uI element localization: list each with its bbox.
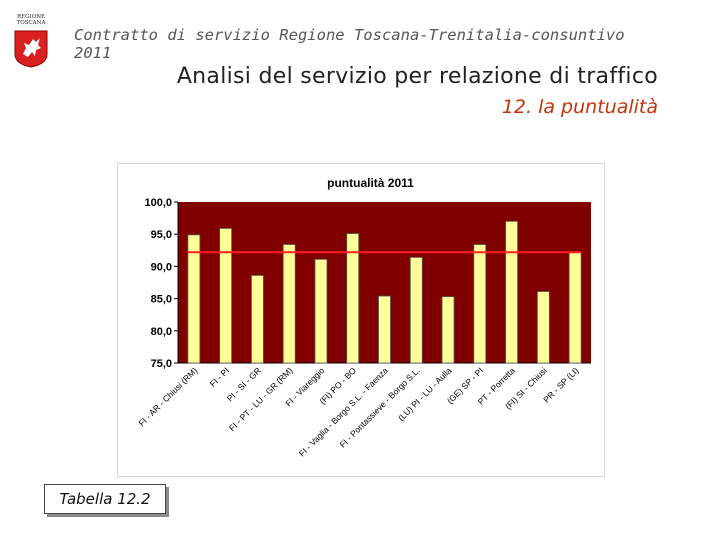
page-title: Analisi del servizio per relazione di tr… — [176, 64, 658, 89]
bar — [346, 233, 360, 364]
puntualita-chart: puntualità 2011 75,0 80,0 85,0 90,0 95,0 100,0… — [117, 163, 605, 477]
page-subtitle: 12. la puntualità — [501, 96, 658, 118]
logo-line-2: TOSCANA — [16, 20, 46, 26]
y-tick-label: 75,0 — [151, 358, 172, 370]
y-tick-label: 85,0 — [151, 294, 172, 306]
bar — [568, 251, 582, 364]
chart-title: puntualità 2011 — [327, 176, 414, 190]
pegasus-emblem-icon — [14, 30, 48, 68]
bar — [251, 275, 264, 364]
table-label: Tabella 12.2 — [44, 484, 166, 514]
logo-line-1: REGIONE — [16, 14, 46, 20]
x-category-label: FI - PI — [208, 365, 231, 388]
header-caption: Contratto di servizio Regione Toscana-Tr… — [74, 26, 625, 62]
bar — [473, 244, 487, 364]
chart-svg: puntualità 2011 75,0 80,0 85,0 90,0 95,0 100,0… — [136, 176, 591, 458]
bar — [536, 291, 550, 364]
bar — [282, 244, 296, 364]
bar — [187, 234, 201, 364]
bar — [219, 228, 233, 364]
regione-toscana-logo: REGIONE TOSCANA — [10, 14, 52, 70]
y-tick-label: 80,0 — [151, 326, 172, 338]
bar — [378, 295, 391, 364]
x-category-label: FI - AR - Chiusi (RM) — [136, 365, 199, 428]
y-tick-label: 100,0 — [144, 197, 172, 209]
x-category-label: (LU) PI - LU - Aulla — [396, 365, 454, 423]
y-tick-label: 90,0 — [151, 261, 172, 273]
bar — [409, 256, 423, 364]
bar — [441, 296, 455, 364]
bar — [314, 258, 328, 364]
y-tick-label: 95,0 — [151, 229, 172, 241]
bar — [505, 220, 518, 364]
